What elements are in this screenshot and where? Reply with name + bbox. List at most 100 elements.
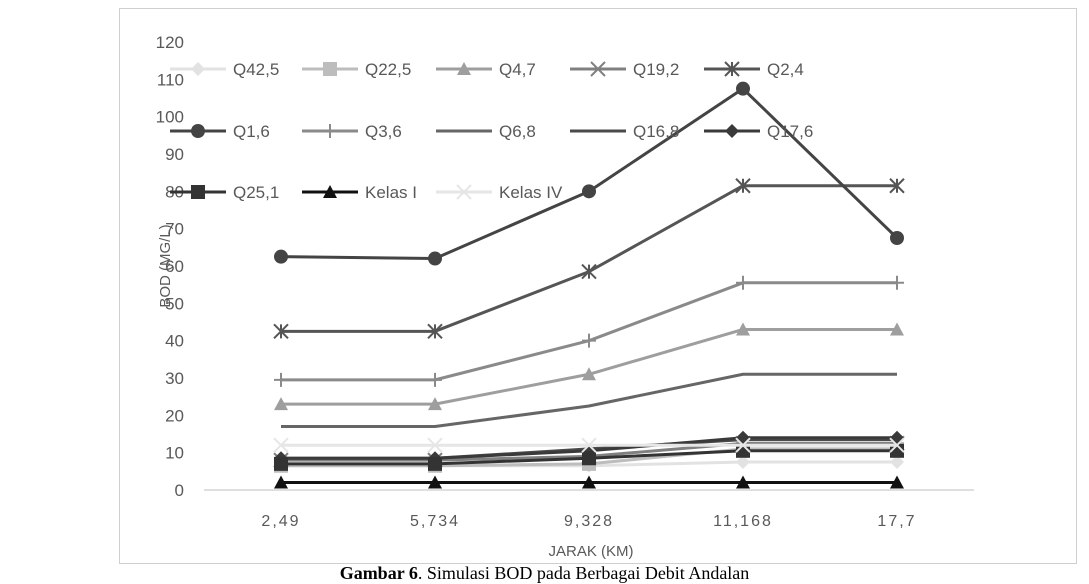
series-group xyxy=(274,475,904,489)
data-point xyxy=(889,178,905,194)
legend-swatch-marker xyxy=(323,185,337,198)
data-point xyxy=(274,475,288,489)
data-point xyxy=(890,475,904,489)
data-point xyxy=(428,456,442,471)
data-point xyxy=(890,231,904,245)
data-point xyxy=(890,455,904,469)
y-tick-label: 110 xyxy=(157,70,184,89)
data-point xyxy=(582,475,596,489)
y-tick-label: 0 xyxy=(175,481,184,500)
y-tick-label: 50 xyxy=(165,294,184,313)
y-tick-label: 70 xyxy=(165,220,184,239)
legend-swatch-marker xyxy=(456,184,472,200)
legend-label: Q22,5 xyxy=(365,60,411,79)
legend-label: Q16,8 xyxy=(633,122,679,141)
x-axis-label: JARAK (KM) xyxy=(548,543,633,560)
legend-item: Q4,7 xyxy=(436,60,536,79)
data-point xyxy=(274,456,288,471)
data-point xyxy=(273,437,289,453)
legend-item: Q25,1 xyxy=(170,183,279,202)
data-point xyxy=(736,322,750,336)
data-point xyxy=(736,475,750,489)
legend-label: Q19,2 xyxy=(633,60,679,79)
legend-swatch-marker xyxy=(590,61,606,77)
series-group xyxy=(274,322,904,411)
legend-swatch-marker xyxy=(724,61,740,77)
data-point xyxy=(582,451,596,466)
data-point xyxy=(735,178,751,194)
y-tick-label: 10 xyxy=(165,444,184,463)
series-group xyxy=(274,443,904,471)
y-axis-label: BOD (MG/L) xyxy=(157,224,174,307)
y-tick-label: 40 xyxy=(165,332,184,351)
legend-label: Q1,6 xyxy=(233,122,270,141)
legend-label: Q4,7 xyxy=(499,60,536,79)
series-group xyxy=(273,178,905,340)
legend-item: Kelas I xyxy=(302,183,417,202)
data-point xyxy=(581,263,597,280)
legend-item: Q3,6 xyxy=(302,122,402,141)
legend-item: Q2,4 xyxy=(704,60,804,79)
data-point xyxy=(582,184,596,199)
data-point xyxy=(428,475,442,489)
caption-prefix: Gambar 6 xyxy=(339,563,418,583)
legend-item: Q1,6 xyxy=(170,122,270,141)
series-group xyxy=(274,275,904,387)
series-group xyxy=(281,372,897,429)
legend-swatch-marker xyxy=(191,62,205,76)
legend-swatch-marker xyxy=(191,185,205,199)
data-point xyxy=(582,367,596,381)
y-tick-label: 100 xyxy=(156,108,184,127)
data-point xyxy=(427,323,443,340)
legend-swatch-marker xyxy=(191,124,205,138)
legend-item: Q42,5 xyxy=(170,60,279,79)
y-tick-label: 90 xyxy=(165,145,184,164)
data-point xyxy=(428,251,442,266)
series-line xyxy=(281,372,897,429)
data-point xyxy=(274,397,288,411)
legend-label: Q2,4 xyxy=(767,60,804,79)
y-tick-label: 20 xyxy=(165,406,184,425)
data-point xyxy=(736,275,750,290)
legend-item: Q6,8 xyxy=(436,122,536,141)
data-point xyxy=(736,81,750,96)
y-tick-label: 120 xyxy=(156,33,184,52)
legend-item: Q16,8 xyxy=(570,122,679,141)
legend-item: Kelas IV xyxy=(436,183,563,202)
data-point xyxy=(581,437,597,453)
legend-item: Q22,5 xyxy=(302,60,411,79)
legend-label: Kelas I xyxy=(365,183,417,202)
series-line xyxy=(280,87,899,261)
legend-label: Q17,6 xyxy=(767,122,813,141)
legend-item: Q17,6 xyxy=(704,122,813,141)
data-point xyxy=(582,333,596,348)
legend-swatch-marker xyxy=(457,62,471,75)
figure-caption: Gambar 6. Simulasi BOD pada Berbagai Deb… xyxy=(0,563,1089,584)
data-point xyxy=(736,455,750,469)
data-point xyxy=(427,437,443,453)
x-axis: 2,49 5,734 9,328 11,168 17,7 xyxy=(204,489,974,530)
legend-label: Q3,6 xyxy=(365,122,402,141)
x-tick-label: 2,49 xyxy=(261,513,300,530)
data-point xyxy=(735,437,751,453)
x-tick-label: 5,734 xyxy=(410,513,460,530)
legend-label: Q42,5 xyxy=(233,60,279,79)
data-point xyxy=(890,322,904,336)
y-tick-label: 60 xyxy=(165,257,184,276)
legend-label: Q6,8 xyxy=(499,122,536,141)
x-tick-label: 17,7 xyxy=(877,513,916,530)
legend-item: Q19,2 xyxy=(570,60,679,79)
chart-frame xyxy=(119,8,1077,564)
series-layer xyxy=(273,81,905,489)
data-point xyxy=(273,323,289,340)
data-point xyxy=(890,275,904,290)
legend-label: Q25,1 xyxy=(233,183,279,202)
data-point xyxy=(889,437,905,453)
data-point xyxy=(274,249,288,264)
data-point xyxy=(428,397,442,411)
series-group xyxy=(274,81,904,266)
series-group xyxy=(273,437,905,453)
data-point xyxy=(428,372,442,387)
x-tick-label: 9,328 xyxy=(564,513,614,530)
